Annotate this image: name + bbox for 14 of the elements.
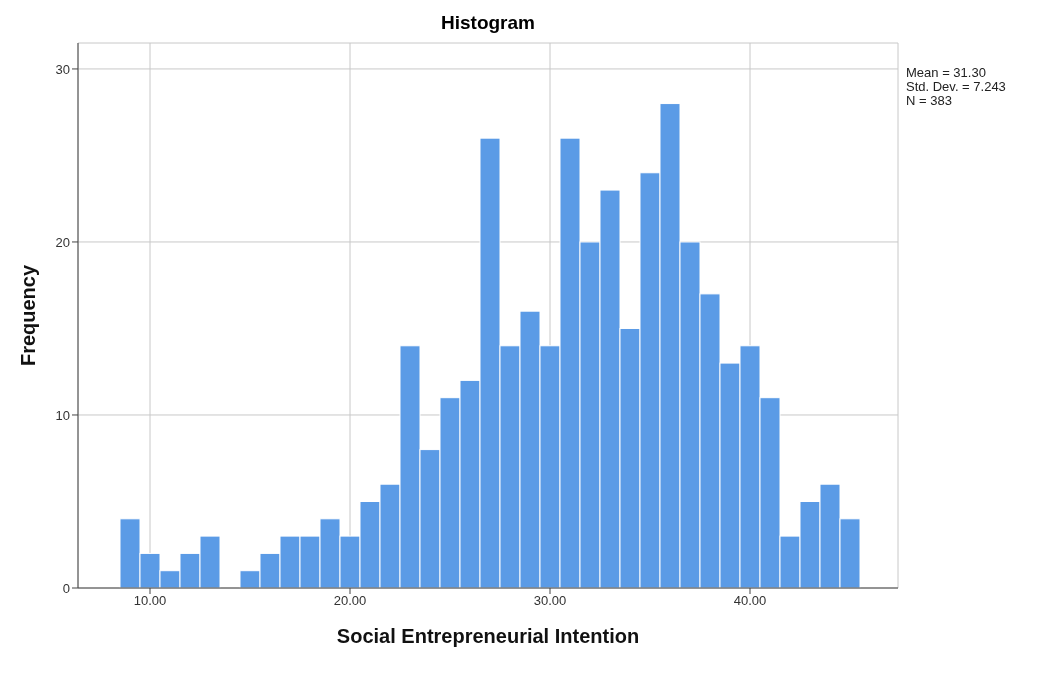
x-tick-label: 20.00 [333,593,367,609]
text: Mean = 31.30 [906,65,987,80]
text: N = 383 [906,93,953,108]
text: Std. Dev. = 7.243 [906,79,1006,94]
chart-title: Histogram [440,12,536,34]
y-axis-title: Frequency [17,264,40,367]
y-tick-label: 10 [55,407,70,423]
x-axis-title: Social Entrepreneurial Intention [336,625,640,647]
y-tick-label: 20 [55,234,70,250]
x-tick-label: 40.00 [733,593,767,609]
x-tick-label: 30.00 [533,593,567,609]
x-tick-label: 10.00 [133,593,167,609]
y-tick-label: 0 [62,580,70,596]
y-tick-label: 30 [55,61,70,77]
